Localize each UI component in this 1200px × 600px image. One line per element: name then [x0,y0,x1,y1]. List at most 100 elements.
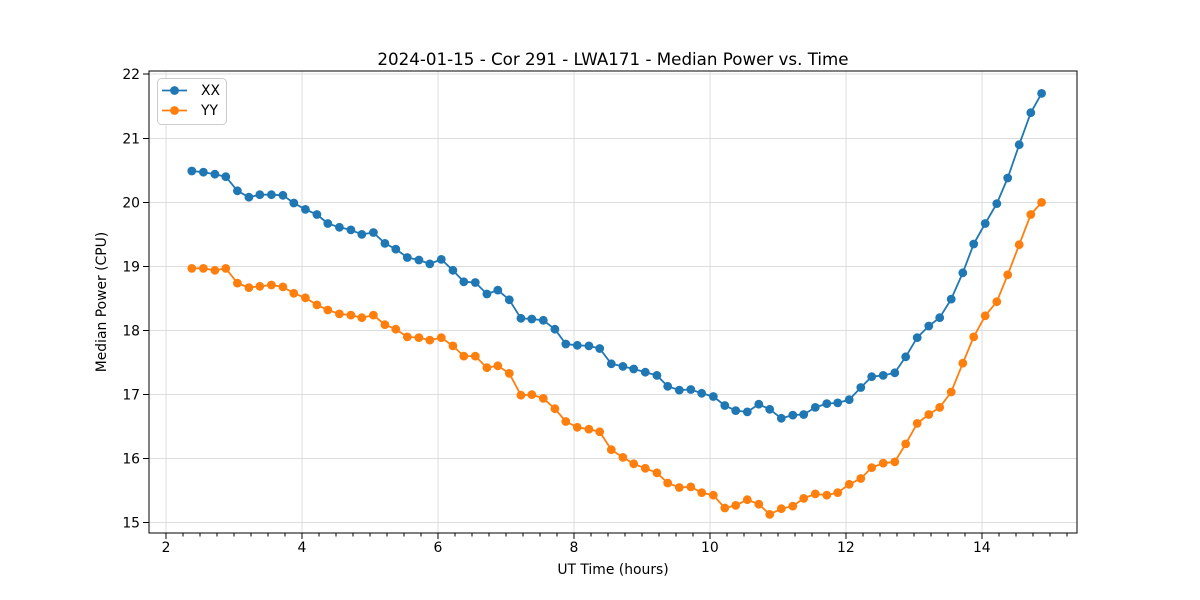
series-YY-point [369,310,378,320]
series-XX-point [980,219,990,228]
series-YY-point [516,390,526,400]
series-XX-point [233,186,242,196]
series-XX-point [493,285,503,295]
series-XX-point [187,166,197,176]
series-YY-point [969,332,979,342]
y-tick-label: 16 [122,452,140,468]
plot-border [148,70,1078,534]
series-XX-point [516,313,526,323]
y-axis-label: Median Power (CPU) [94,232,110,372]
x-tick-label: 2 [162,540,171,556]
series-YY-point [629,459,639,469]
tick-labels: 2 4 6 8 10 12 14 15 16 17 18 19 20 21 22 [122,67,991,556]
series-XX-point [504,295,514,305]
series-YY-point [584,424,594,434]
series-XX-point [969,239,979,249]
series-YY-point [833,488,843,497]
legend-item-yy: YY [162,103,218,119]
series-XX-point [470,278,480,287]
series-YY-point [878,458,888,468]
series-YY-point [946,387,956,397]
series-XX-point [799,410,809,419]
x-tick-label: 10 [701,540,719,556]
series-YY-point [720,503,730,513]
series-XX-point [720,401,730,410]
y-tick-label: 17 [122,388,140,404]
series-YY-point [935,403,945,412]
series-XX-point [810,403,820,412]
x-tick-label: 4 [298,540,307,556]
x-tick-label: 14 [973,540,991,556]
series-XX-point [992,199,1002,209]
series-YY-point [1003,270,1013,280]
x-tick-label: 6 [434,540,443,556]
series-XX-point [584,341,594,351]
series-YY-point [663,478,673,488]
series-YY-point [992,297,1002,307]
series-YY-point [482,363,492,373]
series-YY-point [335,309,344,319]
series-YY-point [312,300,322,310]
series-XX-point [708,392,718,401]
y-tick-label: 18 [122,324,140,340]
series-XX-point [244,192,254,202]
series-YY-point [788,501,798,511]
series-XX-point [335,222,344,232]
series-XX-point [822,399,832,408]
series-XX-point [1026,108,1036,118]
series-YY-point [187,264,197,273]
series-YY-point [414,333,424,342]
series-YY-point [323,305,333,315]
legend-label: YY [200,103,218,119]
series-XX-point [1014,140,1024,150]
series-YY-point [697,488,707,497]
series-XX-point [210,169,220,179]
series-YY-point [901,439,911,449]
series-YY-point [924,410,934,419]
y-tick-label: 15 [122,516,140,532]
series-YY-point [550,404,560,414]
series-YY-point [742,495,752,505]
series-XX-point [697,388,707,398]
series-XX-point [289,198,299,208]
x-tick-label: 12 [837,540,855,556]
legend-label: XX [201,83,221,99]
series-XX-point [482,289,492,299]
series-XX-point [878,371,888,380]
series-XX-point [267,190,276,200]
series-YY-point [527,390,537,399]
chart-title: 2024-01-15 - Cor 291 - LWA171 - Median P… [377,49,848,69]
series-YY-point [1026,210,1036,219]
series-YY-point [595,427,605,437]
series-XX-point [629,364,639,374]
series-XX-point [255,190,265,200]
series-YY-point [980,311,990,321]
series-YY-point [652,468,662,478]
series-XX-point [402,253,412,262]
x-tick-label: 8 [569,540,578,556]
series-XX-point [618,362,628,371]
series-YY-point [640,463,650,473]
series-YY-point [822,490,832,500]
series-XX-point [312,210,322,219]
series-YY-point [754,499,764,509]
grid-lines [149,71,1077,533]
series-XX-point [221,172,231,182]
series-YY-point [856,474,866,483]
series-XX-point [606,359,616,369]
series-YY-point [1037,198,1046,207]
series-XX-point [561,339,571,349]
series-XX-point [459,277,469,287]
series-XX-point [1037,89,1046,98]
series-XX-point [788,410,798,420]
series-XX-point [731,406,741,415]
series-XX-point [369,228,378,237]
series-YY-point [301,293,310,303]
series-XX-point [278,190,288,200]
series-XX-point [946,294,956,304]
series-YY-point [436,333,446,342]
series-YY-point [402,332,412,342]
y-tick-label: 19 [122,259,140,275]
series-XX-point [833,398,843,408]
